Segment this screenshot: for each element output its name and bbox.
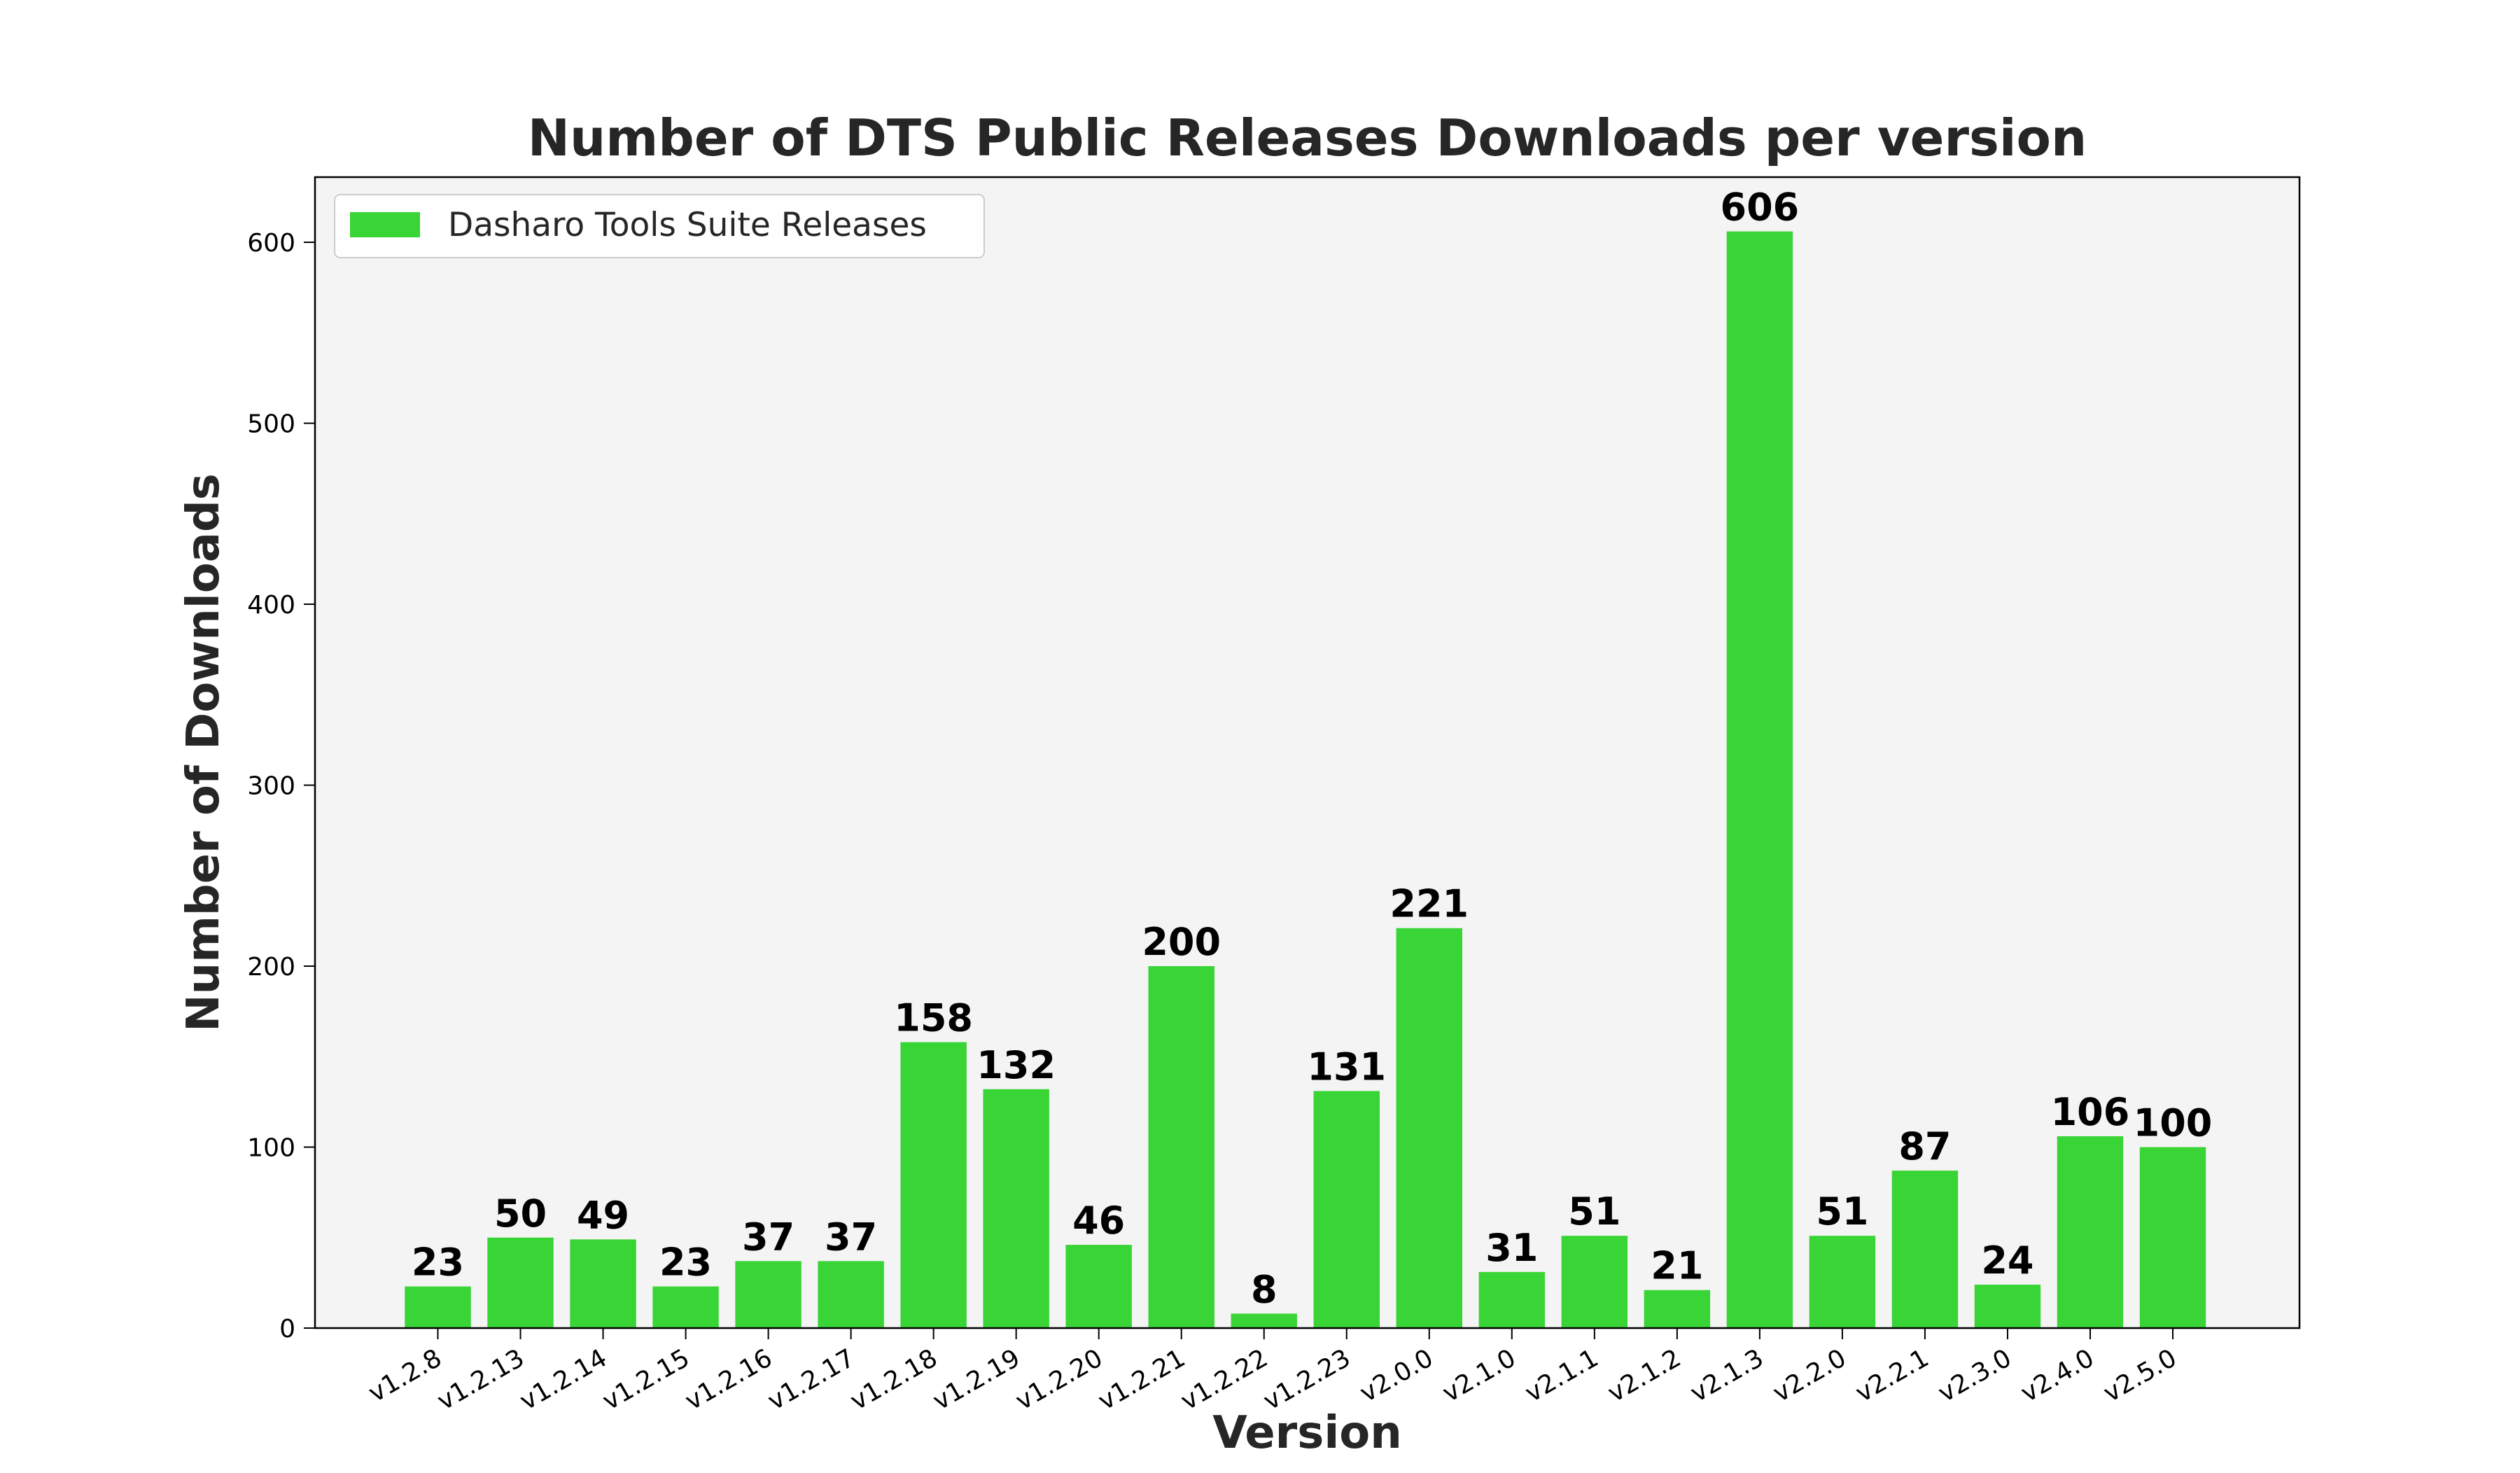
bar	[1809, 1236, 1876, 1328]
bar	[652, 1286, 719, 1328]
chart-title: Number of DTS Public Releases Downloads …	[528, 109, 2087, 167]
bar-value-label: 37	[825, 1215, 877, 1259]
x-tick-label: v1.2.23	[1259, 1343, 1355, 1416]
x-tick-label: v1.2.20	[1011, 1343, 1107, 1416]
x-axis: v1.2.8v1.2.13v1.2.14v1.2.15v1.2.16v1.2.1…	[364, 1328, 2182, 1416]
x-tick-label: v2.2.1	[1851, 1343, 1933, 1408]
x-tick-label: v1.2.19	[928, 1343, 1025, 1416]
plot-frame	[314, 176, 2301, 1329]
bar-value-label: 100	[2134, 1101, 2213, 1145]
bar-value-label: 132	[976, 1043, 1056, 1087]
x-tick-label: v2.1.3	[1686, 1343, 1768, 1408]
x-tick-label: v2.3.0	[1933, 1343, 2016, 1408]
bar	[1561, 1236, 1628, 1328]
bar	[1313, 1091, 1380, 1328]
bar-value-label: 221	[1390, 882, 1469, 926]
bar	[1644, 1290, 1711, 1328]
legend-box	[334, 194, 985, 258]
x-tick-label: v1.2.13	[433, 1343, 529, 1416]
bar-value-label: 23	[659, 1241, 712, 1285]
bar	[2057, 1136, 2124, 1328]
bar-value-label: 51	[1816, 1189, 1868, 1234]
bar	[983, 1089, 1049, 1328]
bar-value-label: 51	[1568, 1189, 1620, 1234]
bar	[1231, 1313, 1297, 1328]
bar	[735, 1261, 802, 1328]
bar-value-label: 49	[577, 1193, 629, 1237]
plot-area	[315, 177, 2300, 1328]
x-tick-label: v2.1.0	[1438, 1343, 1520, 1408]
x-tick-label: v2.1.1	[1520, 1343, 1603, 1408]
bar	[1065, 1245, 1132, 1328]
x-tick-label: v2.1.2	[1603, 1343, 1686, 1408]
y-tick-label: 600	[247, 229, 295, 258]
x-tick-label: v2.2.0	[1768, 1343, 1851, 1408]
bar-value-label: 158	[894, 996, 973, 1040]
bar-value-label: 21	[1651, 1244, 1703, 1288]
bar	[570, 1239, 636, 1328]
y-axis: 0 100 200 300 400 500 600	[247, 229, 315, 1343]
bar-value-label: 31	[1485, 1226, 1538, 1270]
x-tick-label: v1.2.8	[364, 1343, 447, 1408]
bar	[818, 1261, 884, 1328]
y-tick-label: 100	[247, 1134, 295, 1163]
bars	[405, 231, 2206, 1329]
y-tick-label: 200	[247, 953, 295, 982]
bar	[1726, 231, 1793, 1329]
bar	[1396, 928, 1462, 1328]
bar	[1148, 966, 1214, 1328]
x-tick-label: v1.2.16	[680, 1343, 777, 1416]
bar	[487, 1237, 554, 1328]
x-tick-label: v1.2.18	[846, 1343, 942, 1416]
bar-value-label: 8	[1251, 1267, 1278, 1311]
x-tick-label: v1.2.21	[1093, 1343, 1190, 1416]
y-tick-label: 400	[247, 591, 295, 620]
x-tick-label: v1.2.17	[763, 1343, 860, 1416]
x-tick-label: v1.2.14	[515, 1343, 612, 1416]
legend-label: Dasharo Tools Suite Releases	[448, 206, 927, 244]
bar-value-label: 50	[494, 1192, 547, 1236]
y-tick-label: 300	[247, 772, 295, 801]
x-tick-label: v2.5.0	[2099, 1343, 2181, 1408]
bar-value-label: 131	[1307, 1045, 1386, 1089]
y-axis-label: Number of Downloads	[178, 473, 230, 1032]
x-tick-label: v1.2.15	[598, 1343, 694, 1416]
y-tick-label: 0	[279, 1315, 295, 1343]
bar	[2139, 1147, 2206, 1328]
bar-value-label: 606	[1721, 186, 1800, 230]
bar	[405, 1286, 471, 1328]
bar-value-label: 200	[1142, 920, 1221, 964]
x-tick-label: v2.4.0	[2016, 1343, 2099, 1408]
x-tick-label: v1.2.22	[1176, 1343, 1273, 1416]
bar	[1974, 1284, 2041, 1328]
bar	[1891, 1171, 1959, 1328]
y-tick-label: 500	[247, 410, 295, 439]
bar	[900, 1042, 967, 1328]
x-tick-label: v2.0.0	[1355, 1343, 1438, 1408]
bar-value-label: 23	[412, 1241, 464, 1285]
bar-value-label: 46	[1072, 1199, 1125, 1243]
legend-swatch	[350, 212, 420, 237]
bar-value-label: 87	[1898, 1124, 1951, 1168]
bar	[1478, 1271, 1546, 1328]
legend: Dasharo Tools Suite Releases	[334, 194, 985, 258]
x-axis-label: Version	[1212, 1407, 1402, 1459]
bar-value-label: 24	[1981, 1238, 2033, 1283]
bar-value-label: 106	[2051, 1090, 2130, 1134]
bar-value-label: 37	[742, 1215, 794, 1259]
